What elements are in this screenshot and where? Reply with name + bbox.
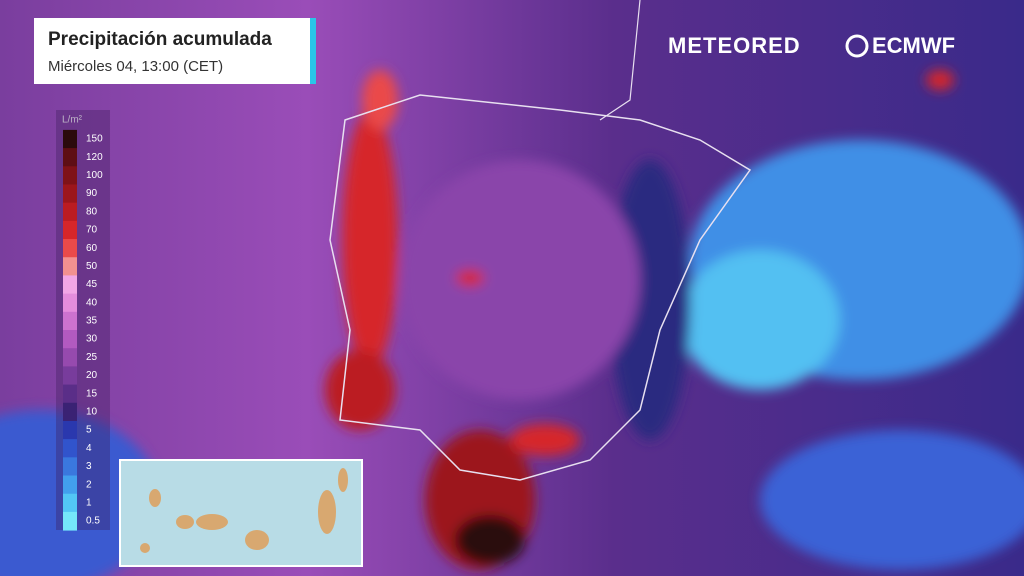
legend-swatch xyxy=(63,348,77,367)
islands xyxy=(140,468,348,553)
legend-unit: L/m² xyxy=(62,115,83,126)
legend-label: 25 xyxy=(86,352,98,363)
legend-swatch xyxy=(63,184,77,204)
legend-label: 10 xyxy=(86,406,98,417)
legend-swatch xyxy=(63,220,77,240)
legend-swatch xyxy=(63,239,77,258)
legend-swatch xyxy=(63,366,77,386)
legend-swatch xyxy=(63,384,77,404)
legend-label: 2 xyxy=(86,479,92,490)
legend-label: 1 xyxy=(86,497,92,508)
title-accent xyxy=(310,18,316,84)
legend-label: 120 xyxy=(86,152,103,163)
precip-field xyxy=(0,70,1024,576)
legend-label: 20 xyxy=(86,370,98,381)
legend-swatch xyxy=(63,129,77,149)
ecmwf-icon xyxy=(845,34,869,58)
brand-ecmwf: ECMWF xyxy=(872,33,955,58)
legend-swatch xyxy=(63,148,77,167)
coastline xyxy=(329,94,752,481)
legend-label: 150 xyxy=(86,134,103,145)
legend-swatch xyxy=(63,257,77,276)
legend-label: 50 xyxy=(86,261,98,272)
legend-swatch xyxy=(63,166,77,185)
title-box xyxy=(34,18,316,84)
legend-label: 40 xyxy=(86,297,98,308)
legend-swatch xyxy=(63,439,77,458)
legend-label: 90 xyxy=(86,188,98,199)
legend-label: 30 xyxy=(86,334,98,345)
legend-label: 70 xyxy=(86,225,98,236)
legend-label: 5 xyxy=(86,425,92,436)
legend-swatch xyxy=(63,457,77,477)
title: Precipitación acumulada xyxy=(48,29,272,50)
legend-swatch xyxy=(63,511,77,531)
legend-swatch xyxy=(63,475,77,495)
legend-swatch xyxy=(63,311,77,331)
legend-label: 45 xyxy=(86,279,98,290)
legend-label: 100 xyxy=(86,170,103,181)
legend-label: 15 xyxy=(86,388,98,399)
legend-label: 60 xyxy=(86,243,98,254)
legend-swatch xyxy=(63,493,77,513)
legend-swatch xyxy=(63,293,77,313)
brand-meteored: METEORED xyxy=(668,33,801,58)
legend-swatch xyxy=(63,402,77,422)
subtitle: Miércoles 04, 13:00 (CET) xyxy=(48,58,223,75)
legend-label: 0.5 xyxy=(86,516,100,527)
legend-swatch xyxy=(63,330,77,349)
legend-swatch xyxy=(63,420,77,440)
legend-label: 3 xyxy=(86,461,92,472)
legend-label: 35 xyxy=(86,316,98,327)
border xyxy=(599,0,641,121)
legend-label: 4 xyxy=(86,443,92,454)
legend-label: 80 xyxy=(86,206,98,217)
legend-swatch xyxy=(63,202,77,222)
legend-swatch xyxy=(63,275,77,295)
